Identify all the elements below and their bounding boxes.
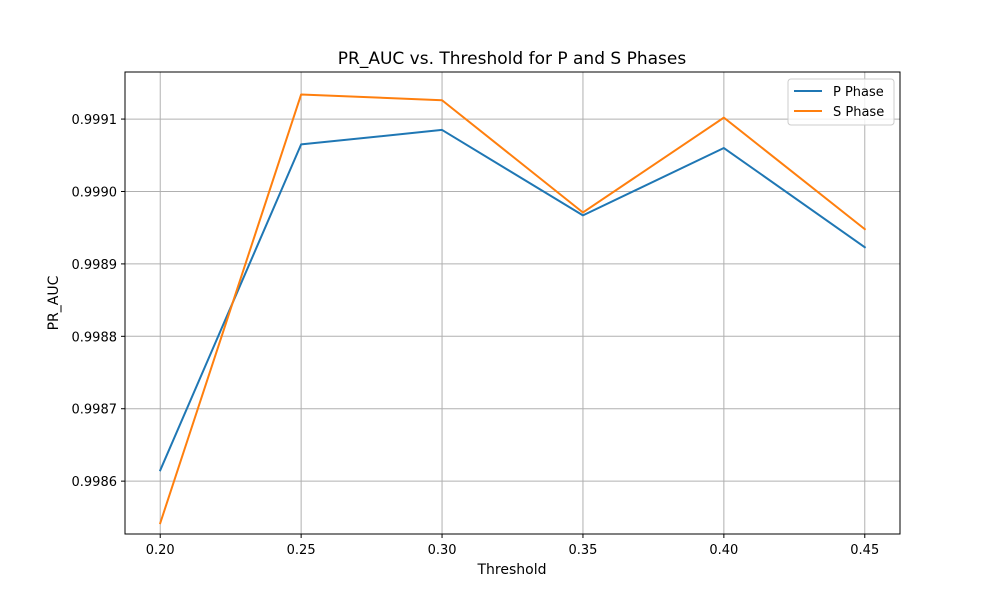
y-tick-label: 0.9990 [72,185,118,200]
x-tick-label: 0.20 [146,543,175,558]
series-line-s-phase [158,93,867,525]
chart-title: PR_AUC vs. Threshold for P and S Phases [338,49,687,69]
x-tick-label: 0.35 [568,543,597,558]
legend: P Phase S Phase [787,78,895,126]
legend-label-p-phase: P Phase [833,85,884,100]
x-tick-label: 0.40 [709,543,738,558]
series-line-p-phase [158,128,867,472]
plot-frame [124,71,901,535]
y-tick-label: 0.9991 [72,113,118,128]
x-tick-label: 0.25 [287,543,316,558]
y-tick-label: 0.9986 [72,475,118,490]
legend-label-s-phase: S Phase [833,105,884,120]
x-axis-label: Threshold [477,562,547,578]
grid [125,72,900,534]
y-tick-label: 0.9988 [72,330,118,345]
y-axis-label: PR_AUC [46,275,62,330]
y-tick-label: 0.9989 [72,258,118,273]
x-tick-label: 0.30 [428,543,457,558]
axis-ticks: 0.20 0.25 0.30 0.35 0.40 0.45 0.9986 0.9987 0.99… [72,113,880,558]
y-tick-label: 0.9987 [72,403,118,418]
x-tick-label: 0.45 [850,543,879,558]
series-lines [158,93,867,525]
